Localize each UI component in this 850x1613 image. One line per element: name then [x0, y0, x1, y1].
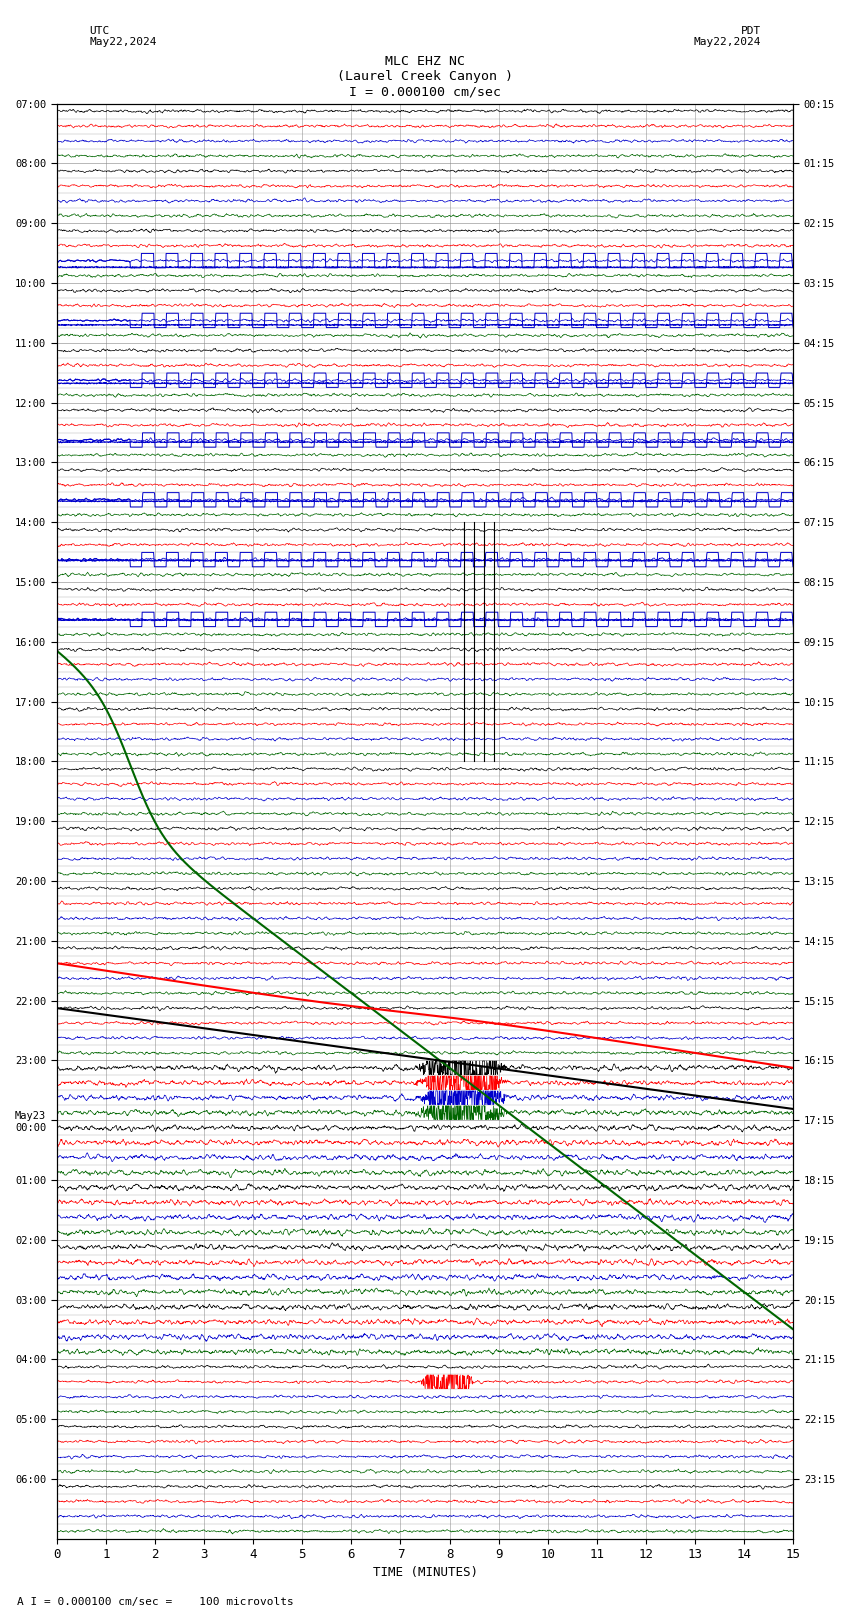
Text: UTC
May22,2024: UTC May22,2024 — [89, 26, 156, 47]
Title: MLC EHZ NC
(Laurel Creek Canyon )
I = 0.000100 cm/sec: MLC EHZ NC (Laurel Creek Canyon ) I = 0.… — [337, 55, 513, 98]
X-axis label: TIME (MINUTES): TIME (MINUTES) — [372, 1566, 478, 1579]
Text: A I = 0.000100 cm/sec =    100 microvolts: A I = 0.000100 cm/sec = 100 microvolts — [17, 1597, 294, 1607]
Text: PDT
May22,2024: PDT May22,2024 — [694, 26, 761, 47]
